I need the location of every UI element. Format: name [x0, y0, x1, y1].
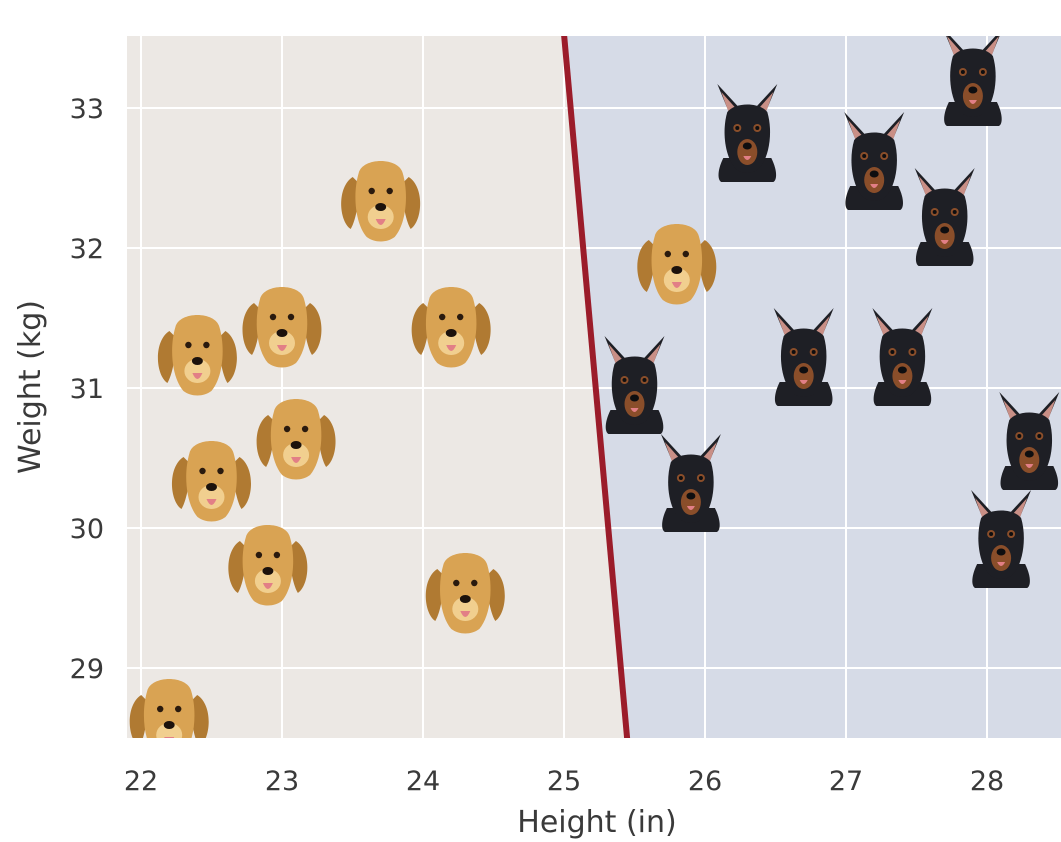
y-tick-label: 30 [70, 514, 104, 545]
golden-retriever-icon [172, 441, 251, 522]
doberman-icon [844, 112, 905, 210]
doberman-icon [660, 434, 721, 532]
y-tick-label: 31 [70, 374, 104, 405]
golden-retriever-icon [256, 399, 336, 480]
x-tick-labels: 22 23 24 25 26 27 28 [124, 766, 1004, 797]
golden-retriever-icon [129, 679, 209, 738]
y-tick-labels: 29 30 31 32 33 [70, 94, 104, 685]
y-tick-label: 29 [70, 654, 104, 685]
x-tick-label: 25 [547, 766, 581, 797]
y-tick-label: 33 [70, 94, 104, 125]
doberman-icon [914, 168, 975, 266]
markers [129, 36, 1060, 738]
x-tick-label: 28 [970, 766, 1004, 797]
x-axis-label: Height (in) [517, 805, 676, 840]
x-tick-label: 26 [688, 766, 722, 797]
doberman-icon [944, 36, 1002, 126]
plot-area [127, 36, 1061, 738]
doberman-icon [604, 336, 665, 434]
golden-retriever-icon [637, 224, 717, 305]
decision-boundary-layer [561, 36, 631, 738]
golden-retriever-icon [341, 161, 421, 242]
golden-retriever-icon [425, 553, 505, 634]
decision-boundary-line [561, 36, 631, 738]
golden-retriever-icon [157, 315, 237, 396]
doberman-icon [971, 490, 1032, 588]
y-tick-label: 32 [70, 234, 104, 265]
x-tick-label: 24 [406, 766, 440, 797]
x-tick-label: 23 [265, 766, 299, 797]
x-tick-label: 22 [124, 766, 158, 797]
doberman-icon [717, 84, 778, 182]
x-tick-label: 27 [829, 766, 863, 797]
golden-retriever-icon [242, 287, 322, 368]
doberman-icon [773, 308, 834, 406]
doberman-icon [999, 392, 1060, 490]
golden-retriever-icon [228, 525, 308, 606]
doberman-icon [872, 308, 933, 406]
y-axis-label: Weight (kg) [13, 300, 48, 474]
golden-retriever-icon [411, 287, 491, 368]
